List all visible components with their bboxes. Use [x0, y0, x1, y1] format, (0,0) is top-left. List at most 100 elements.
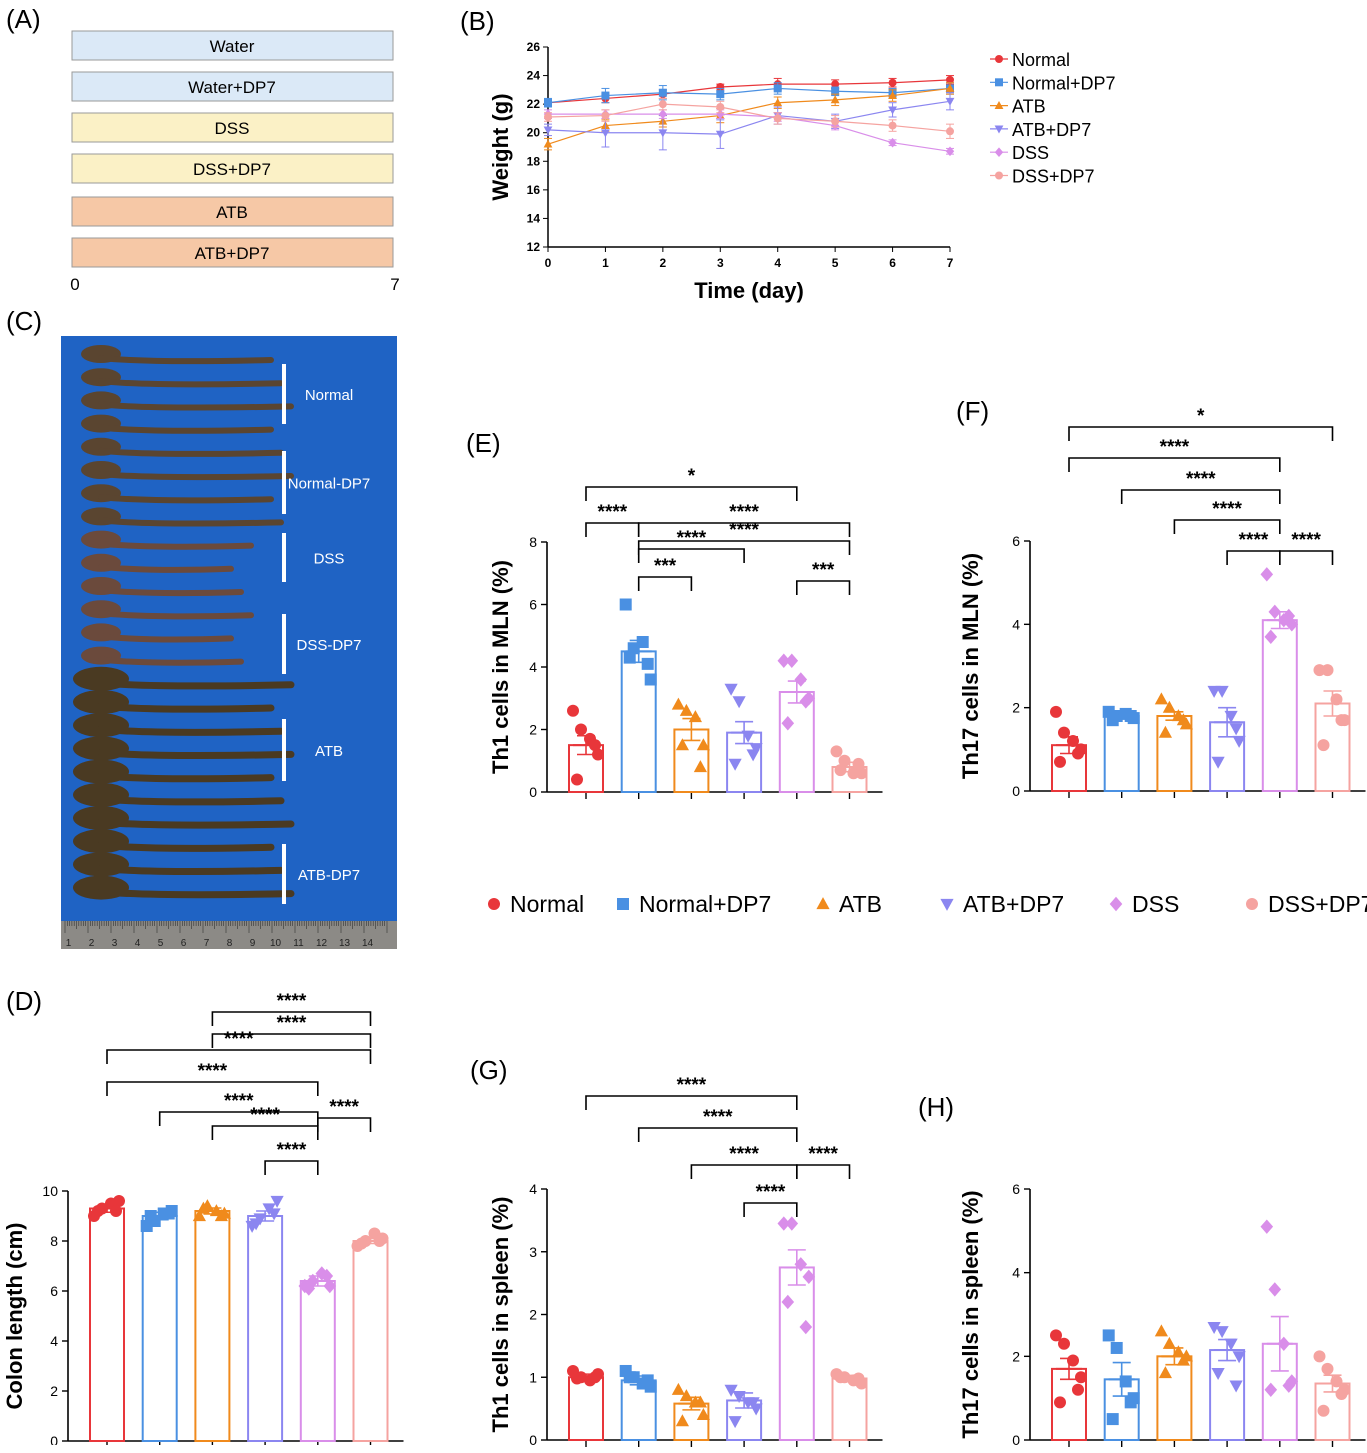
data-point	[162, 1207, 175, 1220]
colon-specimen	[98, 494, 274, 504]
colon-specimen	[97, 772, 275, 783]
data-point	[1260, 567, 1274, 582]
data-point	[567, 704, 579, 717]
data-point	[1229, 723, 1243, 736]
series-line	[547, 87, 951, 104]
significance-label: ****	[1291, 530, 1321, 551]
data-point	[716, 90, 725, 99]
ruler-number: 3	[112, 938, 118, 949]
significance-bracket	[211, 1125, 319, 1140]
data-point	[728, 1416, 742, 1429]
colon-specimen	[98, 517, 284, 527]
data-point	[1224, 710, 1238, 723]
data-point	[1232, 1351, 1246, 1364]
colon-specimen	[98, 447, 284, 457]
significance-bracket	[1068, 426, 1334, 441]
bar	[89, 1207, 125, 1442]
data-point	[1207, 1321, 1221, 1334]
legend-label: ATB	[839, 891, 882, 917]
ruler-number: 7	[204, 938, 210, 949]
data-point	[544, 113, 552, 121]
data-point	[1058, 726, 1070, 739]
panel-label-h: (H)	[918, 1092, 955, 1122]
data-point	[1277, 1336, 1291, 1351]
significance-label: ****	[277, 1140, 307, 1161]
legend-label: DSS	[1012, 143, 1049, 163]
y-tick-label: 4	[529, 1181, 537, 1197]
panel-label-b: (B)	[460, 6, 495, 36]
bar	[568, 1376, 604, 1441]
schedule-bar	[71, 112, 394, 143]
legend-marker	[994, 101, 1004, 109]
th1-spleen-bar-chart: 0 1 2 3 4 Th1 cells in spleen (%) **** **** ****…	[488, 1075, 883, 1448]
data-point	[1285, 617, 1299, 632]
y-tick-label: 2	[529, 722, 537, 738]
data-point	[1106, 714, 1119, 727]
bar	[778, 1266, 815, 1441]
significance-label: ****	[729, 502, 759, 523]
significance-bracket	[743, 1202, 798, 1217]
legend-marker	[1109, 896, 1123, 912]
y-tick-label: 2	[50, 1383, 58, 1399]
y-tick-label: 6	[529, 597, 537, 613]
y-tick-label: 10	[42, 1183, 58, 1199]
colon-specimen	[97, 795, 285, 806]
y-axis-title: Th1 cells in spleen (%)	[488, 1197, 513, 1433]
data-point	[267, 1208, 281, 1221]
significance-label: *	[1197, 406, 1205, 427]
significance-bracket	[106, 1081, 319, 1096]
colon-specimen	[98, 656, 244, 666]
data-point	[1110, 1341, 1123, 1354]
data-point	[715, 130, 725, 139]
data-point	[571, 1372, 583, 1385]
schedule-bar	[71, 153, 394, 184]
significance-label: ****	[729, 1144, 759, 1165]
data-point	[888, 106, 897, 115]
legend-label: Normal	[510, 891, 584, 917]
significance-bracket	[637, 576, 693, 591]
significance-bracket	[317, 1117, 372, 1132]
data-point	[1154, 692, 1168, 705]
significance-label: ****	[1212, 499, 1242, 520]
data-point	[1058, 1337, 1070, 1350]
data-point	[1215, 685, 1229, 698]
ruler-number: 5	[158, 938, 164, 949]
significance-label: ****	[250, 1105, 280, 1126]
data-point	[785, 1216, 799, 1231]
data-point	[888, 137, 897, 148]
y-tick-label: 1	[529, 1369, 537, 1385]
data-point	[1102, 1329, 1115, 1342]
data-point	[320, 1268, 334, 1284]
colon-specimen	[98, 424, 274, 434]
significance-label: ****	[756, 1182, 786, 1203]
data-point	[196, 1201, 210, 1214]
data-point	[658, 129, 668, 138]
y-tick-label: 2	[1012, 700, 1020, 716]
significance-label: *	[688, 466, 696, 487]
data-point	[1072, 747, 1084, 760]
y-tick-label: 14	[527, 211, 541, 225]
data-point	[693, 760, 707, 773]
photo-group-label: Normal	[305, 387, 353, 404]
data-point	[1067, 1354, 1079, 1367]
data-point	[773, 98, 783, 107]
y-axis-title: Colon length (cm)	[2, 1223, 27, 1410]
data-point	[945, 83, 955, 92]
data-point	[543, 126, 553, 135]
data-point	[773, 114, 782, 123]
y-tick-label: 2	[529, 1307, 537, 1323]
y-tick-label: 4	[1012, 616, 1020, 632]
significance-bracket	[264, 1160, 319, 1175]
ruler-number: 11	[293, 938, 304, 949]
bar	[247, 1215, 284, 1442]
colon-specimen	[97, 864, 285, 876]
data-point	[1171, 1345, 1185, 1358]
significance-bracket	[637, 540, 851, 555]
y-tick-label: 4	[529, 659, 537, 675]
data-point	[92, 1205, 104, 1217]
data-point	[658, 88, 667, 97]
data-point	[1317, 739, 1330, 752]
data-point	[1268, 1282, 1282, 1297]
significance-label: ****	[329, 1097, 359, 1118]
bar	[1156, 1355, 1193, 1442]
